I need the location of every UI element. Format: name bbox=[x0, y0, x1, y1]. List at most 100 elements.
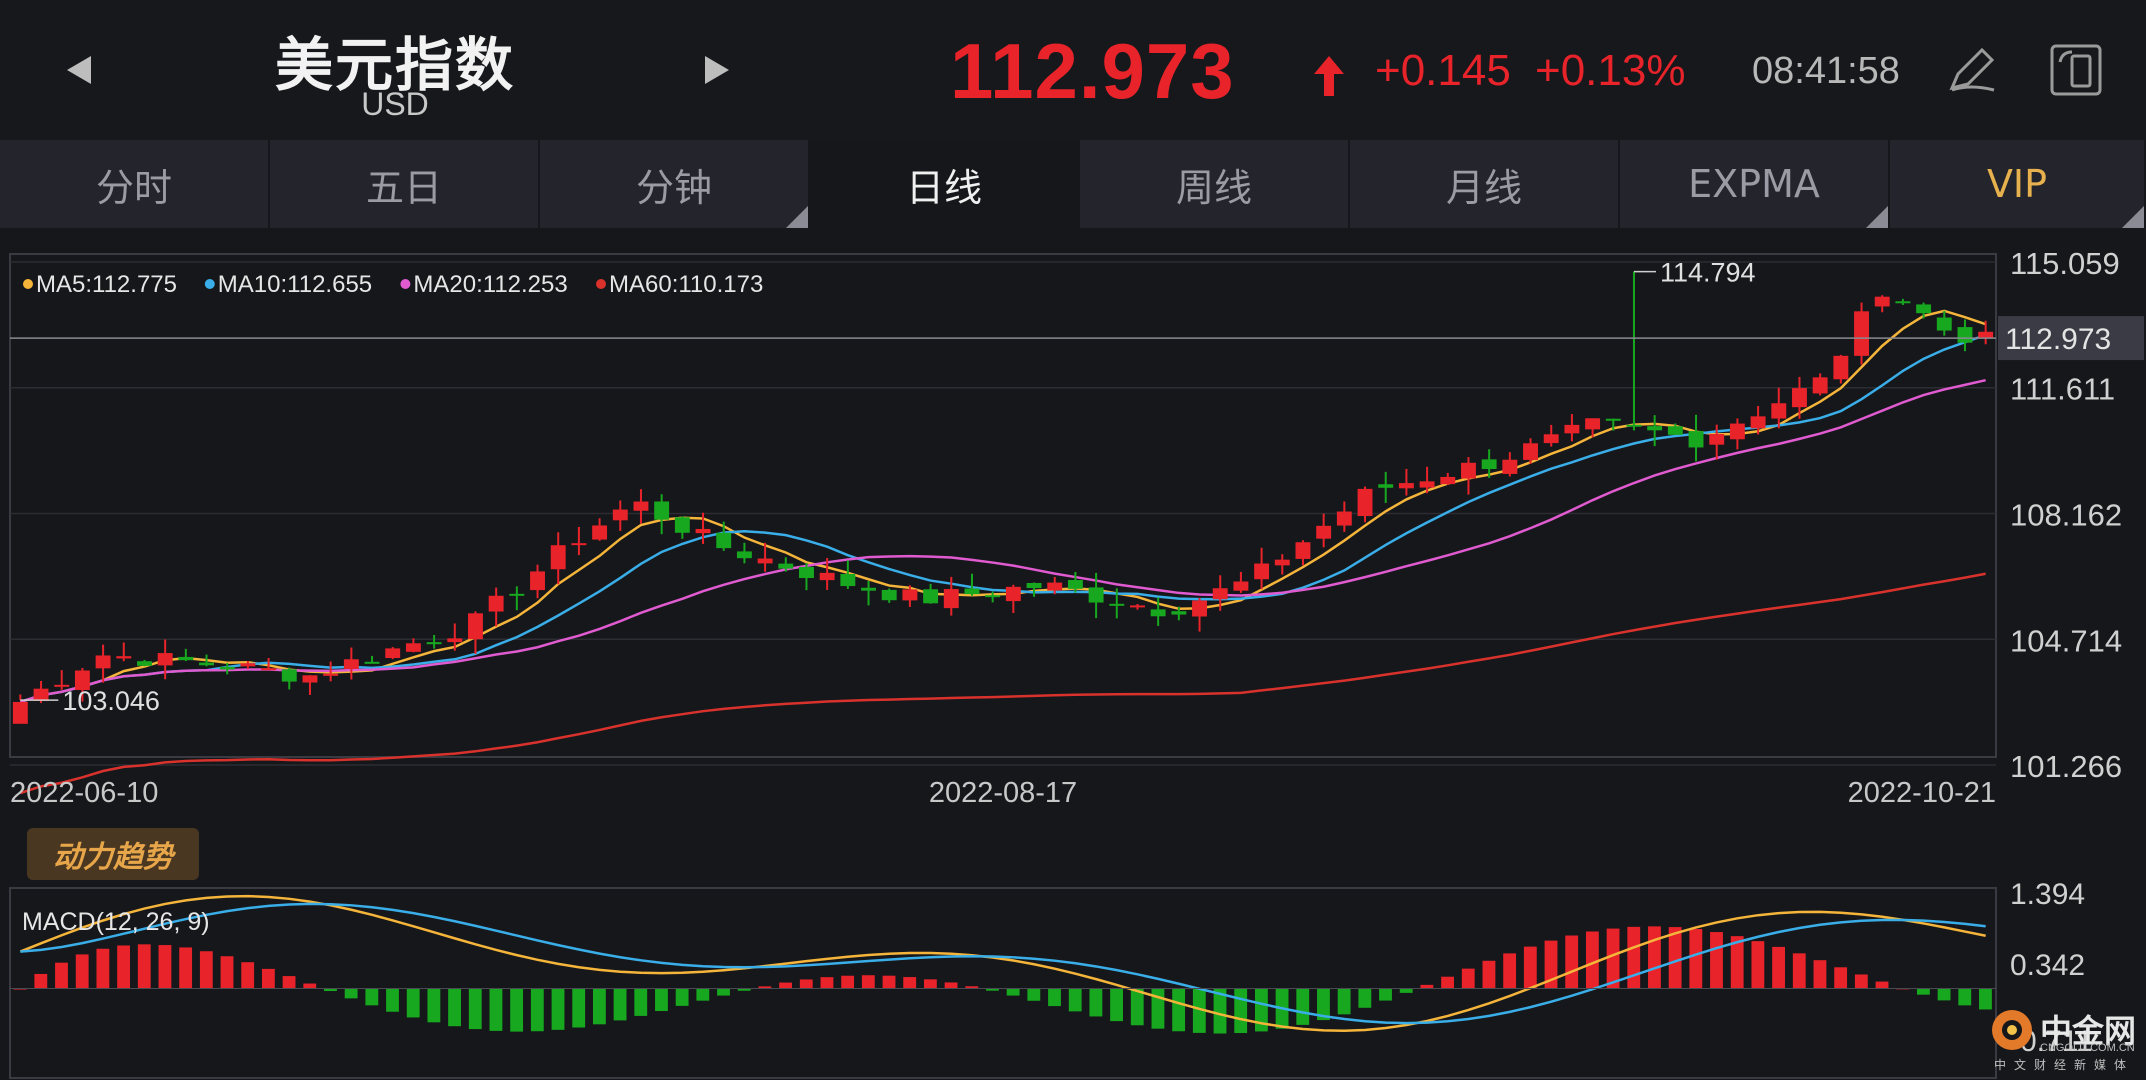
candle-body bbox=[633, 501, 649, 511]
candle-body bbox=[1274, 559, 1290, 566]
dropdown-corner-icon bbox=[2122, 206, 2144, 228]
macd-bar bbox=[944, 982, 958, 989]
macd-bar bbox=[923, 979, 937, 989]
candle-body bbox=[1336, 511, 1352, 526]
macd-bar bbox=[1875, 981, 1889, 989]
macd-bar bbox=[1461, 968, 1475, 989]
candle-body bbox=[1502, 459, 1518, 474]
last-price: 112.973 bbox=[950, 27, 1235, 115]
tab-minute[interactable]: 分钟 bbox=[540, 140, 810, 228]
candle-body bbox=[178, 656, 194, 661]
macd-bar bbox=[1296, 988, 1310, 1025]
pen-draw-icon[interactable] bbox=[1946, 44, 1998, 96]
low-label: 103.046 bbox=[62, 686, 160, 716]
tab-label: 月线 bbox=[1445, 165, 1522, 210]
macd-bar bbox=[220, 956, 234, 989]
macd-bar bbox=[861, 975, 875, 989]
macd-bar bbox=[1772, 946, 1785, 989]
macd-bar bbox=[675, 988, 689, 1006]
candle-body bbox=[881, 589, 897, 601]
macd-bar bbox=[365, 988, 379, 1006]
legend-label: MA60:110.173 bbox=[609, 271, 763, 298]
macd-bar bbox=[406, 988, 420, 1018]
kline-frame bbox=[9, 253, 1997, 758]
kline-x-ticks: 2022-06-10 2022-08-17 2022-10-21 bbox=[10, 777, 1996, 809]
candle-body bbox=[902, 589, 918, 601]
symbol-title: 美元指数 bbox=[274, 31, 515, 99]
macd-bar bbox=[282, 976, 296, 989]
next-symbol-button[interactable] bbox=[698, 50, 738, 90]
candle-body bbox=[1192, 600, 1207, 617]
macd-title: MACD(12, 26, 9) bbox=[22, 908, 210, 936]
candle-body bbox=[1564, 424, 1580, 434]
macd-bar bbox=[199, 951, 213, 989]
candle-body bbox=[261, 668, 277, 671]
macd-bar bbox=[1958, 988, 1972, 1006]
macd-bar bbox=[1110, 988, 1123, 1022]
candle-body bbox=[488, 595, 504, 612]
tab-expma[interactable]: EXPMA bbox=[1620, 140, 1890, 228]
candle-body bbox=[571, 543, 587, 546]
macd-bar bbox=[882, 975, 896, 989]
tab-daily[interactable]: 日线 bbox=[810, 140, 1080, 228]
ma-line bbox=[19, 572, 1986, 795]
macd-bar bbox=[592, 988, 606, 1025]
prev-symbol-button[interactable] bbox=[58, 50, 98, 90]
legend-label: MA10:112.655 bbox=[218, 271, 372, 298]
candle-body bbox=[1729, 423, 1745, 440]
x-tick-label: 2022-10-21 bbox=[1848, 777, 1996, 809]
candle-body bbox=[654, 501, 670, 520]
macd-bar bbox=[551, 988, 565, 1030]
macd-bar bbox=[1648, 926, 1661, 989]
tab-weekly[interactable]: 周线 bbox=[1080, 140, 1350, 228]
watermark-logo-sub: CNGOLD.COM.CN bbox=[2040, 1042, 2135, 1054]
candle-body bbox=[674, 517, 690, 533]
legend-dot bbox=[400, 279, 411, 289]
macd-bar bbox=[530, 988, 544, 1032]
candle-body bbox=[923, 589, 939, 604]
candle-body bbox=[74, 670, 90, 691]
ma-line bbox=[19, 378, 1986, 704]
macd-bar bbox=[1399, 988, 1413, 993]
indicator-tag[interactable]: 动力趋势 bbox=[27, 828, 199, 880]
tab-intraday[interactable]: 分时 bbox=[0, 140, 270, 228]
candle-body bbox=[1481, 459, 1497, 470]
dropdown-corner-icon bbox=[1866, 206, 1888, 228]
chart-svg[interactable]: MA5:112.775 MA10:112.655 MA20:112.253 MA60:… bbox=[0, 228, 2146, 1080]
candle-body bbox=[1543, 434, 1559, 444]
macd-bar bbox=[1027, 988, 1041, 1001]
macd-bar bbox=[1192, 988, 1206, 1033]
tab-five-day[interactable]: 五日 bbox=[270, 140, 540, 228]
candle-body bbox=[1709, 434, 1725, 445]
candle-body bbox=[1047, 582, 1063, 591]
tab-monthly[interactable]: 月线 bbox=[1350, 140, 1620, 228]
candle-body bbox=[1378, 484, 1394, 488]
tab-label: VIP bbox=[1986, 162, 2048, 206]
candle-body bbox=[281, 669, 297, 682]
macd-bar bbox=[820, 977, 834, 989]
cngold-logo-icon bbox=[1992, 1010, 2032, 1050]
candle-body bbox=[799, 566, 814, 579]
ma-legend: MA5:112.775 MA10:112.655 MA20:112.253 MA60:… bbox=[23, 271, 763, 298]
macd-bar bbox=[841, 975, 855, 989]
rotate-screen-icon[interactable] bbox=[2046, 40, 2106, 100]
tab-vip[interactable]: VIP bbox=[1890, 140, 2146, 228]
macd-bar bbox=[489, 988, 503, 1031]
candle-body bbox=[1626, 424, 1642, 427]
macd-bar bbox=[179, 947, 193, 989]
macd-bar bbox=[717, 988, 730, 996]
macd-bar bbox=[1916, 988, 1930, 995]
macd-bar bbox=[696, 988, 710, 1001]
candle-body bbox=[1254, 563, 1270, 580]
macd-bar bbox=[324, 988, 337, 992]
macd-bar bbox=[55, 962, 68, 989]
quote-header: 美元指数 USD 112.973 +0.145 +0.13% 08:41:58 bbox=[0, 0, 2146, 140]
candle-body bbox=[385, 648, 401, 659]
candle-body bbox=[1295, 542, 1311, 559]
macd-bar bbox=[1979, 988, 1992, 1010]
legend-dot bbox=[23, 279, 33, 289]
macd-bar bbox=[34, 973, 48, 989]
macd-bar bbox=[1068, 988, 1082, 1012]
